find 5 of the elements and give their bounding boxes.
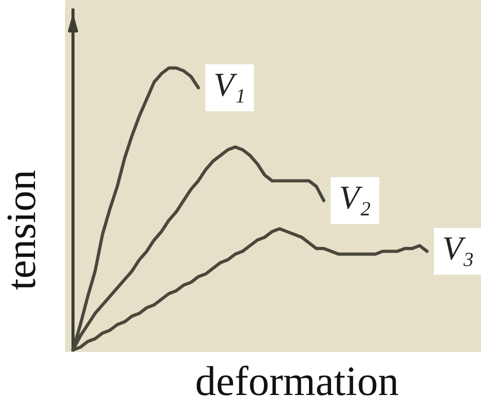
series-label: V₃	[444, 237, 473, 266]
series-label: V₁	[215, 74, 244, 102]
y-axis-title: tension	[7, 170, 36, 290]
x-axis-title: deformation	[196, 366, 398, 396]
series-label: V₂	[340, 186, 370, 216]
